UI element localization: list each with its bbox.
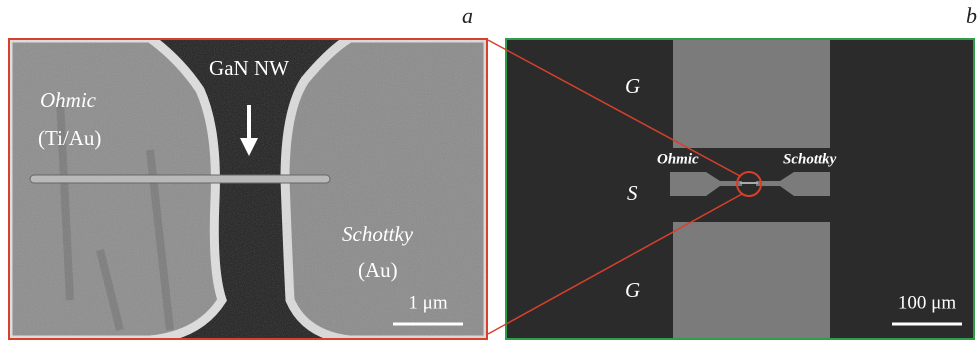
figure: a b GaN NW Ohmic (Ti/Au) Schottky (Au) 1… (0, 0, 979, 344)
electrode-label: S (627, 181, 638, 205)
scale-bar-label: 1 μm (408, 292, 447, 313)
panel-label: b (966, 3, 977, 28)
contact-material: (Ti/Au) (38, 126, 101, 150)
contact-name: Schottky (783, 151, 837, 167)
contact-material: (Au) (358, 258, 398, 282)
panel-label: a (462, 3, 473, 28)
nanowire-label: GaN NW (209, 56, 289, 80)
electrode-label: G (625, 74, 640, 98)
electrode-label: G (625, 278, 640, 302)
contact-name: Schottky (342, 222, 414, 246)
contact-name: Ohmic (657, 151, 699, 167)
contact-name: Ohmic (40, 88, 97, 112)
scale-bar-label: 100 μm (898, 292, 956, 313)
